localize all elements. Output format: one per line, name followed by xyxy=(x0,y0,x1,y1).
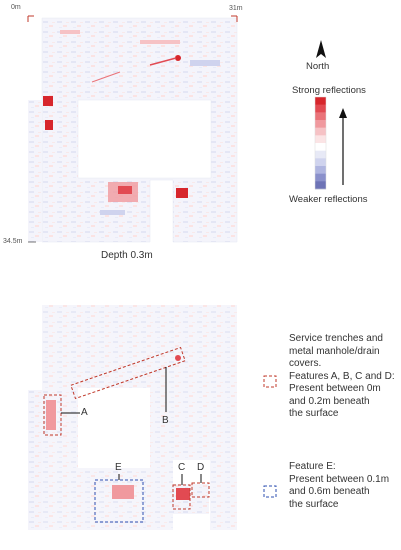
colorbar-swatch xyxy=(315,158,326,167)
colorbar-swatch xyxy=(315,104,326,113)
colorbar-swatch xyxy=(315,181,326,190)
feature-label-a: A xyxy=(81,407,88,418)
service-legend-text: Service trenches and metal manhole/drain… xyxy=(289,333,395,419)
origin-label: 0m xyxy=(11,4,21,11)
feature-b-outline xyxy=(70,346,186,400)
feature-label-b: B xyxy=(162,415,169,426)
service-legend-swatch xyxy=(263,375,277,388)
colorbar-swatch xyxy=(315,150,326,159)
width-label: 31m xyxy=(229,5,243,12)
colorbar-swatch xyxy=(315,166,326,174)
depth-caption: Depth 0.3m xyxy=(101,250,153,261)
top-survey-map xyxy=(28,17,238,243)
colorbar-top-label: Strong reflections xyxy=(292,85,366,96)
feature-c-outline xyxy=(172,484,191,510)
colorbar-swatch xyxy=(315,97,326,105)
feature-label-c: C xyxy=(178,462,186,473)
colorbar-swatch xyxy=(315,127,326,136)
bottom-survey-map xyxy=(28,305,237,530)
feature-a-outline xyxy=(43,394,62,436)
feature-e-legend-text: Feature E: Present between 0.1m and 0.6m… xyxy=(289,461,390,510)
colorbar-bottom-label: Weaker reflections xyxy=(289,194,368,205)
north-label: North xyxy=(306,61,330,72)
strong-reflection xyxy=(175,55,181,61)
feature-label-d: D xyxy=(197,462,205,473)
north-arrow-icon xyxy=(316,40,326,58)
strong-reflection xyxy=(45,120,53,130)
reflection-colorbar xyxy=(314,96,327,190)
height-label: 34.5m xyxy=(3,238,23,245)
colorbar-swatch xyxy=(315,120,326,128)
strong-reflection xyxy=(176,188,188,198)
colorbar-swatch xyxy=(315,112,326,121)
colorbar-swatch xyxy=(315,143,326,151)
colorbar-swatch xyxy=(315,135,326,144)
feature-label-e: E xyxy=(115,462,122,473)
strong-reflection xyxy=(43,96,53,106)
colorbar-swatch xyxy=(315,173,326,182)
feature-d-outline xyxy=(191,482,210,498)
feature-e-legend-swatch xyxy=(263,485,277,498)
